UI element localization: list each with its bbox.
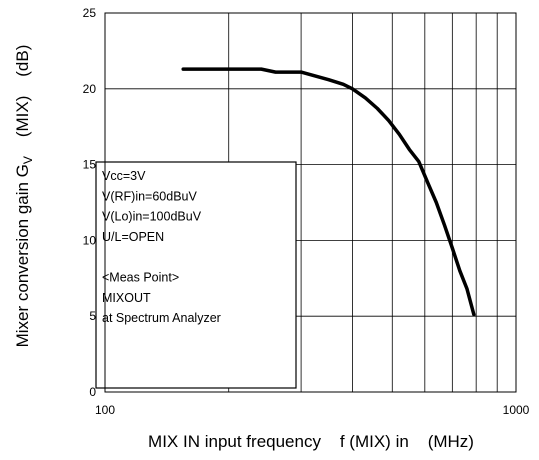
conditions-text: Vcc=3V V(RF)in=60dBuV V(Lo)in=100dBuV U/L=O… <box>102 169 221 325</box>
y-tick-label: 25 <box>83 6 97 20</box>
conditions-line: V(RF)in=60dBuV <box>102 189 197 203</box>
x-tick-label: 1000 <box>503 403 530 417</box>
conditions-line: V(Lo)in=100dBuV <box>102 210 202 224</box>
conditions-line: U/L=OPEN <box>102 230 164 244</box>
conditions-line: Vcc=3V <box>102 169 146 183</box>
y-axis-title-suffix: (MIX) (dB) <box>13 45 32 156</box>
y-axis-title-subscript: V <box>21 156 35 164</box>
plot-frame <box>104 12 517 393</box>
y-tick-label: 0 <box>89 385 96 399</box>
x-axis-tick-labels: 100 1000 <box>95 403 530 417</box>
conditions-line: at Spectrum Analyzer <box>102 311 221 325</box>
y-tick-label: 15 <box>83 158 97 172</box>
y-tick-label: 10 <box>83 233 97 247</box>
x-tick-label: 100 <box>95 403 115 417</box>
y-tick-label: 20 <box>83 82 97 96</box>
conditions-line: <Meas Point> <box>102 271 179 285</box>
y-axis-tick-labels: 0 5 10 15 20 25 <box>83 6 97 399</box>
y-axis-title-main: Mixer conversion gain G <box>13 164 32 347</box>
gain-series-line <box>181 67 476 317</box>
y-tick-label: 5 <box>89 309 96 323</box>
y-axis-title: Mixer conversion gain GV (MIX) (dB) <box>13 45 35 348</box>
measurement-conditions-box: Vcc=3V V(RF)in=60dBuV V(Lo)in=100dBuV U/L=O… <box>95 161 297 389</box>
conditions-line: MIXOUT <box>102 291 151 305</box>
x-axis-title: MIX IN input frequency f (MIX) in (MHz) <box>148 432 474 451</box>
conditions-box-frame <box>95 161 297 389</box>
